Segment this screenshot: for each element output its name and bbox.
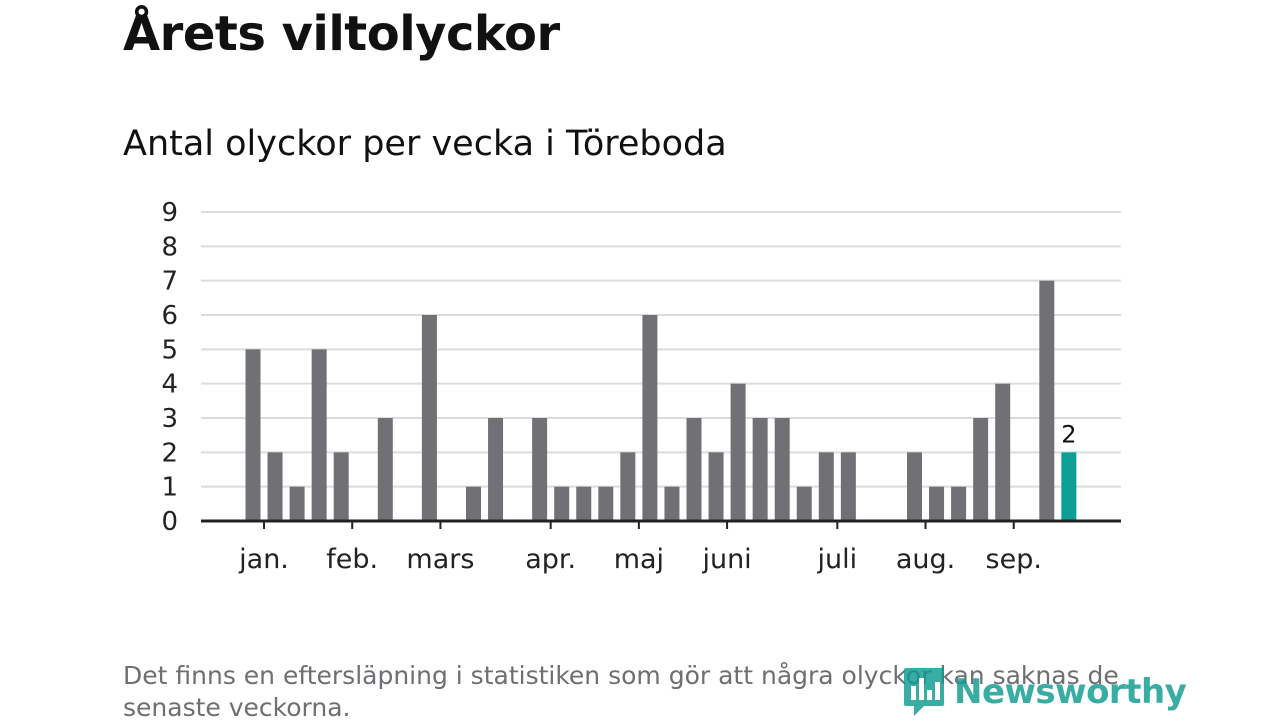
bar bbox=[466, 486, 481, 521]
bar-chart: 0 1 2 3 4 5 6 7 8 9 jan. feb. mars apr. maj juni juli au… bbox=[161, 198, 1121, 575]
newsworthy-logo-text: Newsworthy bbox=[954, 672, 1187, 712]
bar bbox=[576, 486, 592, 521]
bar bbox=[488, 418, 504, 521]
x-tick-label: jan. bbox=[238, 544, 289, 575]
bar bbox=[377, 418, 393, 521]
bar bbox=[840, 452, 856, 521]
bar bbox=[311, 349, 327, 521]
bar bbox=[686, 418, 702, 521]
x-tick-label: juni bbox=[701, 544, 751, 575]
chart-title: Årets viltolyckor bbox=[123, 6, 560, 62]
y-axis-ticks: 0 1 2 3 4 5 6 7 8 9 bbox=[161, 198, 178, 537]
y-tick-label: 3 bbox=[161, 404, 178, 434]
bar bbox=[642, 315, 658, 521]
gridlines bbox=[201, 211, 1121, 488]
chart-subtitle: Antal olyckor per vecka i Töreboda bbox=[123, 124, 727, 164]
bar bbox=[289, 486, 305, 521]
bar bbox=[554, 486, 570, 521]
bar bbox=[1039, 280, 1055, 521]
bar-highlight bbox=[1061, 452, 1077, 521]
x-tick-label: apr. bbox=[525, 544, 576, 575]
bar bbox=[620, 452, 636, 521]
bar bbox=[818, 452, 834, 521]
y-tick-label: 7 bbox=[161, 267, 178, 297]
bar bbox=[267, 452, 283, 521]
bar bbox=[774, 418, 790, 521]
y-tick-label: 6 bbox=[161, 301, 178, 331]
y-tick-label: 2 bbox=[161, 438, 178, 468]
x-axis-ticks: jan. feb. mars apr. maj juni juli aug. sep. bbox=[238, 521, 1042, 575]
bar bbox=[796, 486, 812, 521]
bar bbox=[929, 486, 945, 521]
x-tick-label: feb. bbox=[326, 544, 378, 575]
bar bbox=[752, 418, 768, 521]
bar bbox=[995, 383, 1011, 521]
bar bbox=[973, 418, 989, 521]
bar bbox=[708, 452, 724, 521]
bar bbox=[333, 452, 349, 521]
data-labels: 2 bbox=[1061, 420, 1076, 448]
bar bbox=[421, 315, 437, 521]
bars bbox=[245, 280, 1077, 521]
bar bbox=[532, 418, 548, 521]
bar bbox=[951, 486, 967, 521]
x-tick-label: sep. bbox=[986, 544, 1042, 575]
bar bbox=[730, 383, 746, 521]
bar bbox=[245, 349, 261, 521]
y-tick-label: 4 bbox=[161, 370, 178, 400]
y-tick-label: 5 bbox=[161, 335, 178, 365]
x-tick-label: aug. bbox=[896, 544, 955, 575]
newsworthy-logo: Newsworthy bbox=[902, 664, 1187, 720]
bar bbox=[664, 486, 680, 521]
x-tick-label: mars bbox=[406, 544, 474, 575]
y-tick-label: 0 bbox=[161, 507, 178, 537]
newsworthy-logo-icon bbox=[904, 668, 944, 716]
bar bbox=[598, 486, 614, 521]
footnote: Det finns en eftersläpning i statistiken… bbox=[123, 661, 1119, 722]
bar bbox=[907, 452, 922, 521]
x-tick-label: maj bbox=[614, 544, 664, 575]
y-tick-label: 8 bbox=[161, 232, 178, 262]
y-tick-label: 9 bbox=[161, 198, 178, 228]
x-tick-label: juli bbox=[817, 544, 858, 575]
y-tick-label: 1 bbox=[161, 473, 178, 503]
highlight-value-label: 2 bbox=[1061, 420, 1076, 448]
